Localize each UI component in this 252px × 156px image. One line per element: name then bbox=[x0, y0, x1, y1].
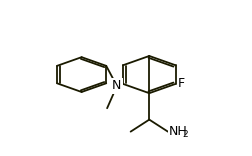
Text: 2: 2 bbox=[182, 130, 187, 139]
Text: N: N bbox=[112, 80, 121, 93]
Text: NH: NH bbox=[168, 124, 187, 138]
Text: F: F bbox=[177, 77, 184, 90]
